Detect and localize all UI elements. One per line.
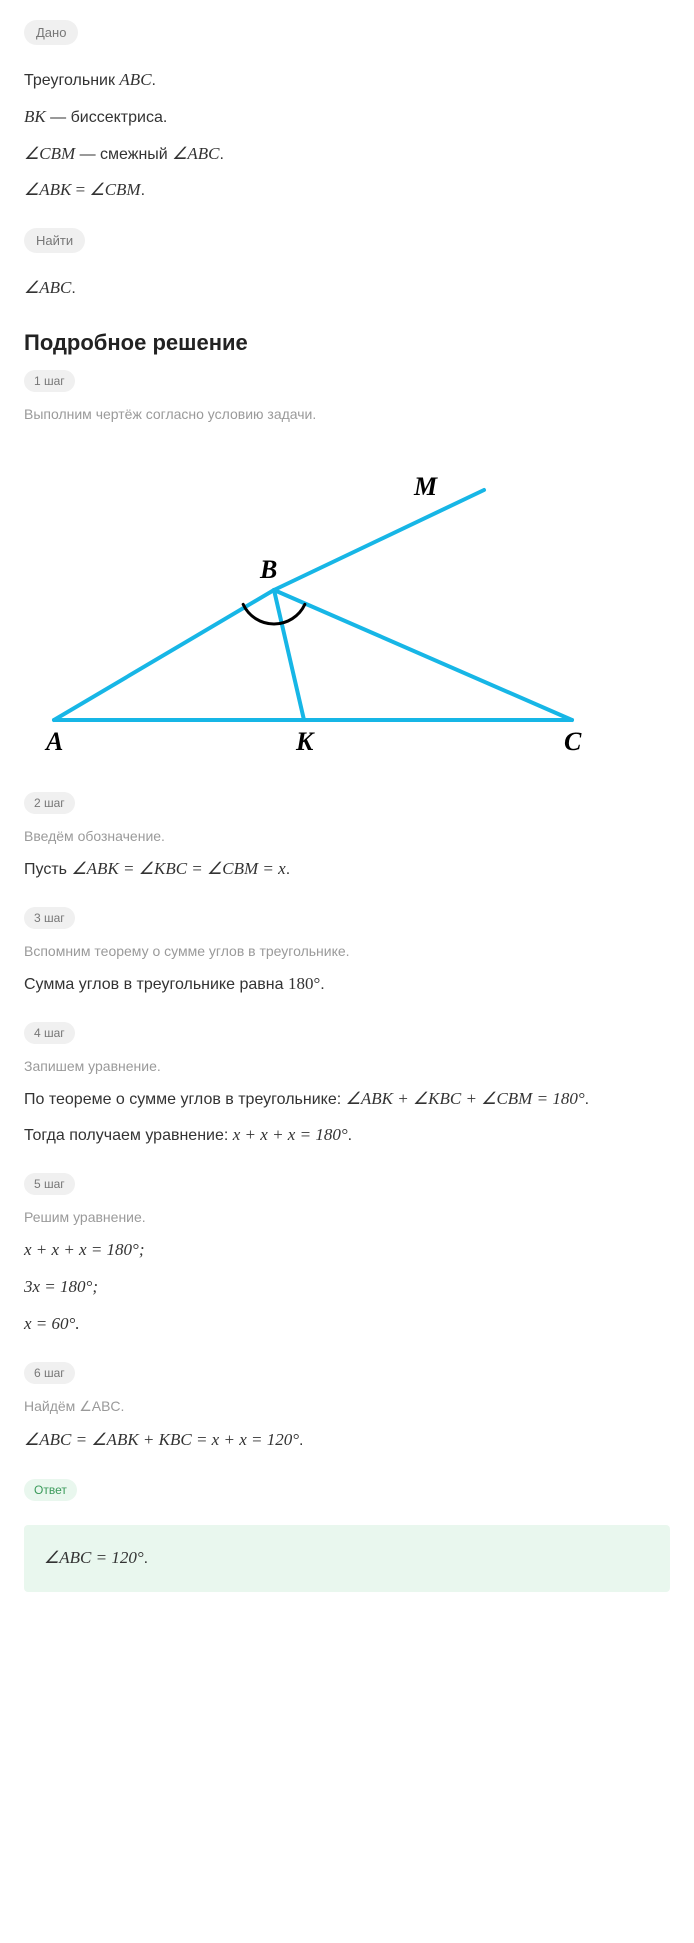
text: — смежный xyxy=(75,146,172,163)
step-3: 3 шаг Вспомним теорему о сумме углов в т… xyxy=(24,907,670,1000)
step-chip: 2 шаг xyxy=(24,792,75,814)
text: Треугольник xyxy=(24,72,119,89)
given-chip: Дано xyxy=(24,20,78,45)
step-desc: Введём обозначение. xyxy=(24,828,670,844)
svg-text:C: C xyxy=(564,727,582,756)
svg-text:K: K xyxy=(295,727,315,756)
math: ∠CBM xyxy=(89,180,140,199)
eq-1: x + x + x = 180°; xyxy=(24,1235,670,1266)
math: ∠ABC = 120° xyxy=(44,1548,144,1567)
text: Сумма углов в треугольнике равна xyxy=(24,976,288,993)
text: . xyxy=(299,1432,303,1449)
math: x + x + x = 180° xyxy=(233,1125,348,1144)
step-desc: Найдём ∠ABC. xyxy=(24,1398,670,1415)
step-chip: 6 шаг xyxy=(24,1362,75,1384)
math: ∠ABC = ∠ABK + KBC = x + x = 120° xyxy=(24,1430,299,1449)
answer-chip: Ответ xyxy=(24,1479,77,1501)
step-desc: Решим уравнение. xyxy=(24,1209,670,1225)
given-section: Дано Треугольник ABC. BK — биссектриса. … xyxy=(24,20,670,206)
step-2: 2 шаг Введём обозначение. Пусть ∠ABK = ∠… xyxy=(24,792,670,885)
svg-text:B: B xyxy=(259,555,277,584)
text: Найдём xyxy=(24,1398,79,1414)
text: . xyxy=(152,72,156,89)
step-chip: 4 шаг xyxy=(24,1022,75,1044)
text: Пусть xyxy=(24,861,71,878)
text: — биссектриса. xyxy=(46,109,168,126)
svg-text:M: M xyxy=(413,472,438,501)
math: 3x = 180°; xyxy=(24,1277,98,1296)
step-6: 6 шаг Найдём ∠ABC. ∠ABC = ∠ABK + KBC = x… xyxy=(24,1362,670,1456)
step-desc: Запишем уравнение. xyxy=(24,1058,670,1074)
math: ABC xyxy=(119,70,151,89)
eq-3: x = 60°. xyxy=(24,1309,670,1340)
find-line: ∠ABC. xyxy=(24,273,670,304)
text: . xyxy=(348,1127,352,1144)
math: ∠ABK = ∠KBC = ∠CBM = x xyxy=(71,859,285,878)
text: . xyxy=(71,280,75,297)
step-line-b: Тогда получаем уравнение: x + x + x = 18… xyxy=(24,1120,670,1151)
svg-text:A: A xyxy=(44,727,63,756)
math: ∠ABC xyxy=(79,1398,120,1414)
text: . xyxy=(585,1091,589,1108)
math: BK xyxy=(24,107,46,126)
math: = xyxy=(71,180,89,199)
math: ∠ABK xyxy=(24,180,71,199)
given-line-2: BK — биссектриса. xyxy=(24,102,670,133)
answer-section: Ответ ∠ABC = 120°. xyxy=(24,1479,670,1592)
step-line-a: По теореме о сумме углов в треугольнике:… xyxy=(24,1084,670,1115)
math: x + x + x = 180°; xyxy=(24,1240,145,1259)
step-desc: Выполним чертёж согласно условию задачи. xyxy=(24,406,670,422)
math: ∠ABC xyxy=(24,278,71,297)
text: . xyxy=(141,182,145,199)
answer-band: ∠ABC = 120°. xyxy=(24,1525,670,1592)
step-chip: 5 шаг xyxy=(24,1173,75,1195)
eq-2: 3x = 180°; xyxy=(24,1272,670,1303)
answer-line: ∠ABC = 120°. xyxy=(44,1543,650,1574)
step-4: 4 шаг Запишем уравнение. По теореме о су… xyxy=(24,1022,670,1152)
text: . xyxy=(286,861,290,878)
text: . xyxy=(144,1550,148,1567)
find-section: Найти ∠ABC. xyxy=(24,228,670,304)
math: 180° xyxy=(288,974,320,993)
math: ∠ABK + ∠KBC + ∠CBM = 180° xyxy=(346,1089,585,1108)
step-line: Сумма углов в треугольнике равна 180°. xyxy=(24,969,670,1000)
step-line: Пусть ∠ABK = ∠KBC = ∠CBM = x. xyxy=(24,854,670,885)
diagram: A K C B M xyxy=(24,440,670,770)
text: . xyxy=(320,976,324,993)
step-5: 5 шаг Решим уравнение. x + x + x = 180°;… xyxy=(24,1173,670,1339)
text: . xyxy=(220,146,224,163)
math: ∠ABC xyxy=(172,144,219,163)
step-1: 1 шаг Выполним чертёж согласно условию з… xyxy=(24,370,670,770)
given-line-1: Треугольник ABC. xyxy=(24,65,670,96)
find-chip: Найти xyxy=(24,228,85,253)
step-line: ∠ABC = ∠ABK + KBC = x + x = 120°. xyxy=(24,1425,670,1456)
step-chip: 3 шаг xyxy=(24,907,75,929)
text: По теореме о сумме углов в треугольнике: xyxy=(24,1091,346,1108)
given-line-4: ∠ABK = ∠CBM. xyxy=(24,175,670,206)
math: x = 60°. xyxy=(24,1314,80,1333)
given-line-3: ∠CBM — смежный ∠ABC. xyxy=(24,139,670,170)
math: ∠CBM xyxy=(24,144,75,163)
text: . xyxy=(121,1398,125,1414)
text: Тогда получаем уравнение: xyxy=(24,1127,233,1144)
solution-title: Подробное решение xyxy=(24,330,670,356)
step-desc: Вспомним теорему о сумме углов в треугол… xyxy=(24,943,670,959)
step-chip: 1 шаг xyxy=(24,370,75,392)
